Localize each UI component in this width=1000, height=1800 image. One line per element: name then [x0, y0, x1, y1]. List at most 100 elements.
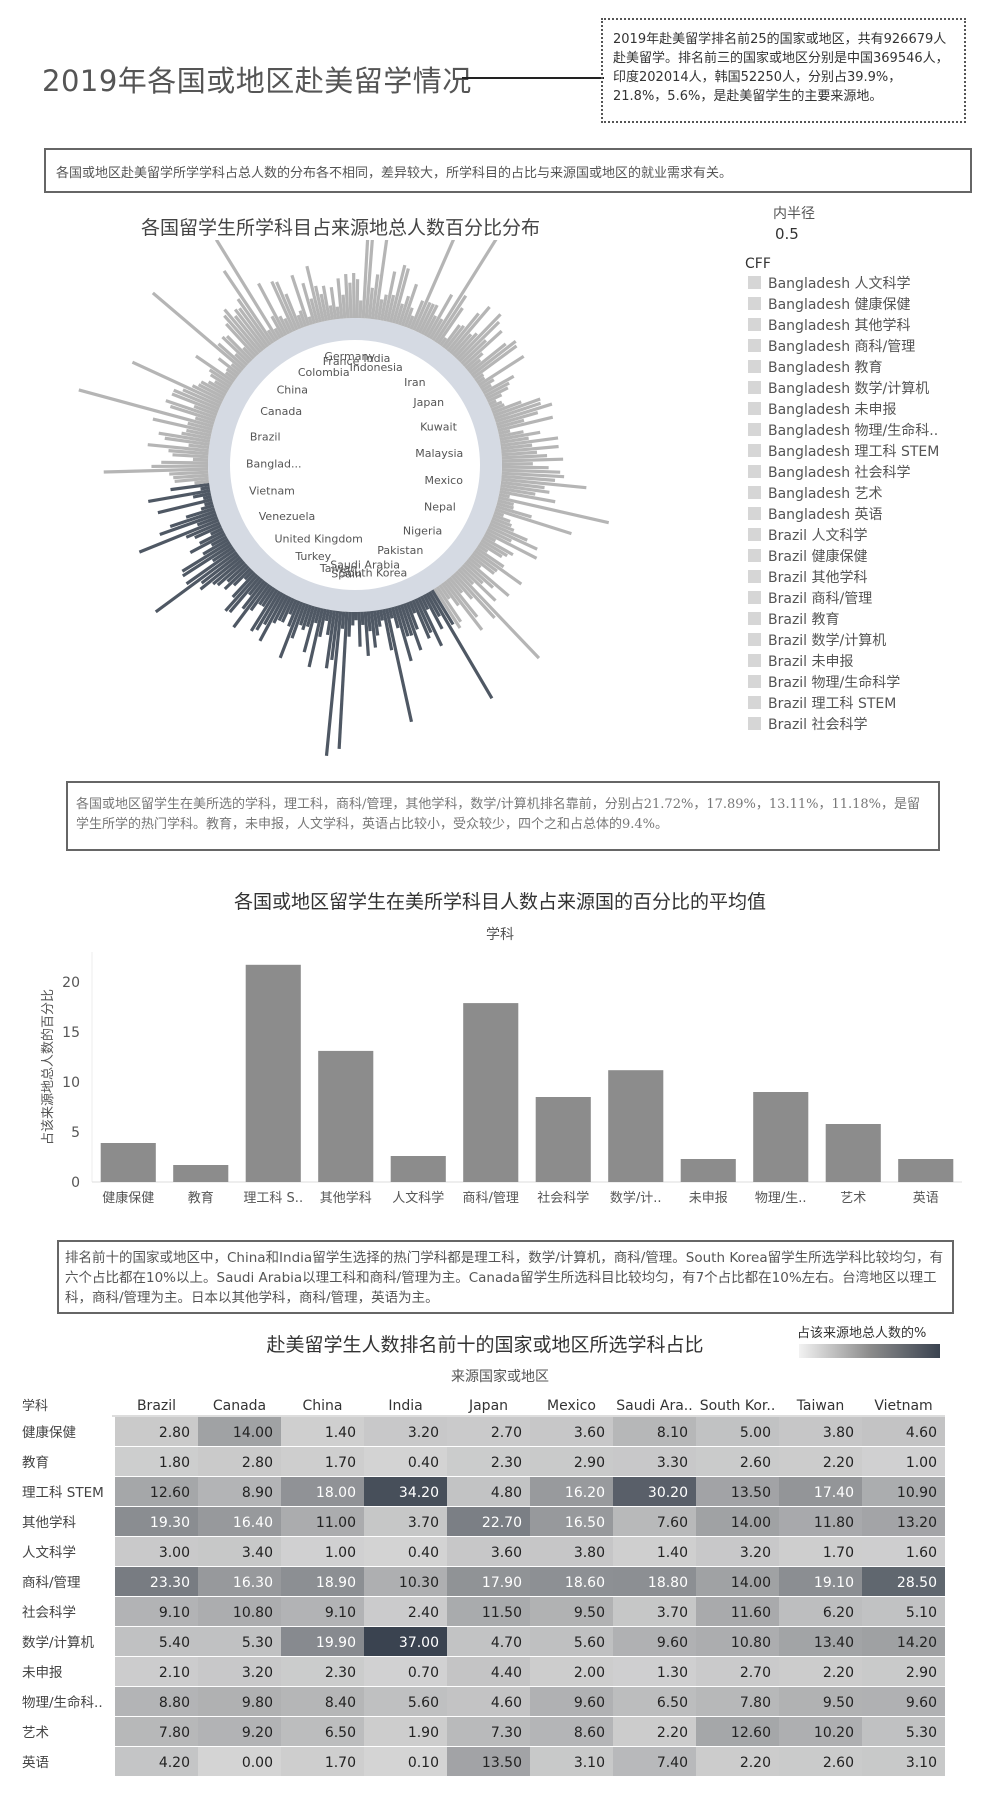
radial-country-label: Saudi Arabia: [330, 558, 400, 571]
heatmap-cell: [364, 1507, 447, 1536]
legend-label: Bangladesh 人文科学: [768, 276, 911, 292]
radial-bar: [223, 565, 250, 591]
heatmap-legend-ramp: [799, 1344, 940, 1358]
heatmap-cell-value: 2.60: [823, 1755, 854, 1771]
heatmap-cell: [198, 1657, 281, 1686]
radial-country-label: Indonesia: [350, 361, 403, 374]
radial-bar: [298, 603, 310, 626]
heatmap-cell: [447, 1537, 530, 1566]
legend-item[interactable]: Brazil 人文科学: [748, 526, 968, 547]
heatmap-cell-value: 23.30: [150, 1575, 190, 1591]
radial-bar: [501, 465, 549, 470]
heatmap-xlabel: 来源国家或地区: [451, 1369, 549, 1385]
heatmap-cell: [530, 1417, 613, 1446]
radial-bar: [391, 606, 400, 629]
legend-item[interactable]: Brazil 物理/生命科学: [748, 673, 968, 694]
heatmap-cell: [862, 1447, 945, 1476]
radial-bar: [171, 392, 219, 414]
heatmap-cell: [447, 1747, 530, 1776]
heatmap-cell: [530, 1447, 613, 1476]
radial-bar: [469, 554, 496, 575]
legend-swatch: [748, 318, 761, 331]
legend-item[interactable]: Bangladesh 数学/计算机: [748, 379, 968, 400]
legend-item[interactable]: Brazil 未申报: [748, 652, 968, 673]
radial-country-label: Colombia: [298, 366, 350, 379]
radial-bar: [405, 601, 419, 630]
legend-item[interactable]: Bangladesh 未申报: [748, 400, 968, 421]
legend-item[interactable]: Brazil 理工科 STEM: [748, 694, 968, 715]
legend-item[interactable]: Bangladesh 人文科学: [748, 274, 968, 295]
radial-bar: [138, 518, 220, 554]
radial-bar: [208, 368, 233, 386]
radial-bar: [305, 265, 322, 323]
legend-item[interactable]: Brazil 商科/管理: [748, 589, 968, 610]
legend-item[interactable]: Bangladesh 艺术: [748, 484, 968, 505]
heatmap-cell: [862, 1477, 945, 1506]
radial-bar: [500, 436, 559, 448]
inner-radius-value[interactable]: 0.5: [775, 225, 799, 243]
radial-bar: [280, 597, 295, 623]
heatmap-cell-value: 6.50: [325, 1725, 356, 1741]
radial-bar: [436, 307, 464, 345]
radial-bar: [258, 593, 287, 642]
heatmap-cell-value: 3.20: [408, 1425, 439, 1441]
heatmap-cell: [862, 1687, 945, 1716]
heatmap-cell-value: 2.00: [574, 1665, 605, 1681]
radial-bar: [232, 567, 252, 587]
legend-item[interactable]: Bangladesh 教育: [748, 358, 968, 379]
radial-bar: [490, 519, 515, 532]
radial-bar: [103, 467, 209, 474]
legend-swatch: [748, 549, 761, 562]
legend-item[interactable]: Bangladesh 商科/管理: [748, 337, 968, 358]
radial-bar: [228, 575, 261, 614]
y-tick-label: 10: [62, 1075, 80, 1091]
legend-item[interactable]: Bangladesh 其他学科: [748, 316, 968, 337]
radial-bar: [340, 611, 346, 629]
legend-item[interactable]: Brazil 社会科学: [748, 715, 968, 736]
legend-item[interactable]: Bangladesh 社会科学: [748, 463, 968, 484]
legend-item[interactable]: Bangladesh 物理/生命科..: [748, 421, 968, 442]
radial-bar: [324, 611, 343, 756]
legend-swatch: [748, 675, 761, 688]
legend-item[interactable]: Brazil 健康保健: [748, 547, 968, 568]
legend-item[interactable]: Bangladesh 英语: [748, 505, 968, 526]
legend-item[interactable]: Brazil 数学/计算机: [748, 631, 968, 652]
heatmap-cell-value: 4.40: [491, 1665, 522, 1681]
radial-bar: [400, 283, 419, 327]
heatmap-cell-value: 7.80: [159, 1725, 190, 1741]
legend-item[interactable]: Brazil 教育: [748, 610, 968, 631]
radial-bar: [409, 300, 425, 330]
heatmap-cell: [696, 1477, 779, 1506]
heatmap-cell-value: 3.20: [242, 1665, 273, 1681]
radial-country-label: France: [323, 355, 360, 368]
heatmap-cell: [447, 1507, 530, 1536]
radial-bar: [161, 460, 209, 465]
radial-bar: [501, 474, 556, 482]
radial-bar: [471, 551, 498, 573]
radial-bar: [494, 507, 572, 536]
bar: [753, 1092, 809, 1182]
heatmap-cell: [447, 1567, 530, 1596]
legend-item[interactable]: Bangladesh 健康保健: [748, 295, 968, 316]
heatmap-cell-value: 7.80: [740, 1695, 771, 1711]
heatmap-cell: [613, 1597, 696, 1626]
radial-bar: [388, 607, 394, 619]
bar: [318, 1050, 374, 1182]
radial-bar: [389, 264, 407, 323]
heatmap-cell: [530, 1627, 613, 1656]
radial-bar: [192, 457, 209, 462]
heatmap-cell: [530, 1657, 613, 1686]
radial-bar: [272, 595, 290, 624]
bar: [245, 964, 301, 1182]
heatmap-cell: [862, 1417, 945, 1446]
legend-item[interactable]: Brazil 其他学科: [748, 568, 968, 589]
radial-bar: [305, 605, 316, 628]
legend-item[interactable]: Bangladesh 理工科 STEM: [748, 442, 968, 463]
heatmap-cell-value: 4.60: [906, 1425, 937, 1441]
y-tick-label: 20: [62, 975, 80, 991]
radial-bar: [307, 607, 324, 668]
radial-bar: [472, 344, 518, 380]
heatmap-cell: [530, 1597, 613, 1626]
radial-bar: [485, 386, 509, 401]
heatmap-row-label: 其他学科: [22, 1515, 76, 1531]
